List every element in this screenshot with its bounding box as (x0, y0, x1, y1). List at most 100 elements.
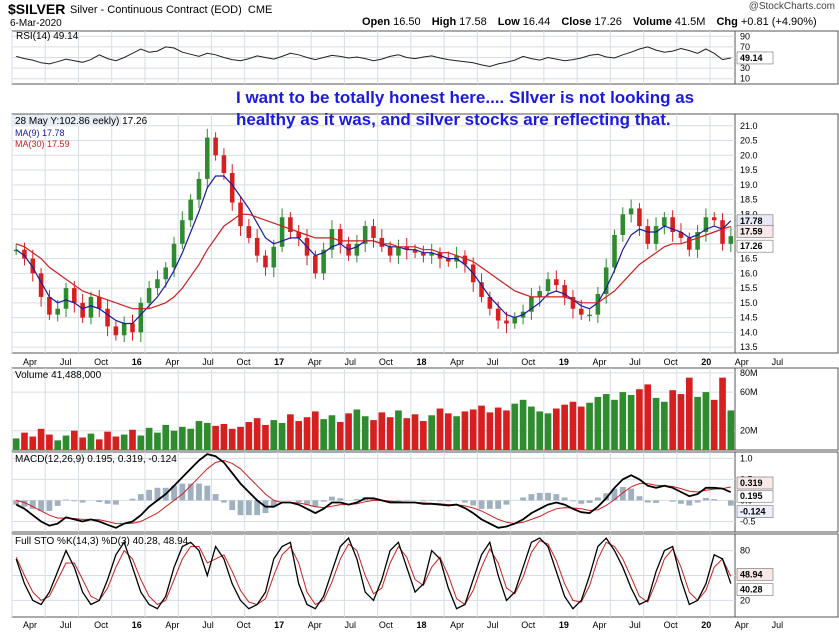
brand-watermark: @StockCharts.com (748, 1, 835, 12)
sto-x-tick: Apr (592, 620, 606, 630)
volume-bar (203, 422, 211, 450)
macd-histogram-bar (79, 500, 86, 503)
price-candle (63, 288, 69, 309)
price-candle (545, 279, 551, 292)
volume-bar (237, 426, 244, 450)
price-candle (171, 243, 177, 268)
volume-bar (179, 426, 186, 450)
macd-histogram-bar (353, 499, 360, 501)
volume-legend: Volume 41,488,000 (15, 370, 102, 381)
macd-histogram-bar (29, 500, 36, 509)
price-candle (720, 220, 725, 244)
volume-bar (644, 384, 652, 450)
sto-x-tick: Apr (735, 620, 749, 630)
price-y-tick: 19.0 (740, 180, 758, 190)
macd-histogram-bar (187, 483, 194, 501)
price-candle (213, 137, 218, 156)
price-candle (321, 249, 326, 274)
rsi-last-value: 49.14 (740, 53, 763, 63)
volume-bar (503, 410, 510, 450)
sto-x-tick: Oct (664, 620, 679, 630)
volume-bar (619, 392, 627, 450)
low-label: Low (497, 16, 520, 28)
description-text: Silver - Continuous Contract (EOD) (70, 4, 242, 16)
macd-histogram-bar (204, 485, 211, 501)
macd-histogram-bar (337, 498, 344, 501)
macd-histogram-bar (254, 500, 261, 516)
macd-histogram-bar (104, 500, 111, 504)
volume-bar (46, 434, 53, 450)
price-candle (254, 237, 260, 256)
volume-bar (195, 421, 203, 450)
price-x-tick: 20 (701, 357, 711, 367)
macd-histogram-bar (221, 500, 227, 503)
macd-histogram-bar (196, 483, 202, 501)
price-candle (38, 273, 44, 297)
price-candle (711, 217, 717, 221)
volume-bar (228, 428, 236, 450)
price-candle (570, 296, 576, 309)
price-candle (703, 217, 709, 233)
price-y-tick: 16.5 (740, 254, 758, 264)
price-candle (155, 279, 160, 289)
price-candle (88, 296, 94, 318)
volume-bar (685, 377, 693, 450)
macd-histogram-bar (495, 500, 502, 509)
volume-bar (12, 438, 20, 450)
price-y-tick: 14.0 (740, 327, 758, 337)
price-candle (670, 217, 675, 233)
volume-bar (436, 408, 444, 450)
sto-k-label: 40.28 (740, 585, 763, 595)
price-candle (554, 279, 559, 286)
volume-bar (170, 430, 178, 450)
sto-x-tick: Jul (487, 620, 499, 630)
macd-histogram-bar (154, 487, 161, 501)
price-x-tick: 16 (132, 357, 142, 367)
macd-histogram-bar (619, 486, 626, 501)
macd-histogram-bar (304, 500, 310, 505)
volume-bar (627, 395, 635, 450)
macd-histogram-bar (711, 499, 718, 501)
price-candle (337, 229, 343, 244)
price-legend-bg (13, 115, 121, 126)
sto-x-tick: 19 (559, 620, 569, 630)
volume-bar (345, 413, 352, 450)
price-candle (329, 229, 335, 250)
price-candle (612, 234, 617, 268)
price-y-tick: 15.5 (740, 283, 758, 293)
volume-bar (370, 420, 377, 450)
price-candle (188, 199, 193, 221)
price-candle (662, 217, 667, 227)
sto-x-tick: 20 (701, 620, 711, 630)
rsi-y-tick: 10 (740, 74, 750, 84)
price-x-tick: Jul (60, 357, 72, 367)
sto-x-tick: Jul (202, 620, 214, 630)
volume-bar (444, 413, 452, 450)
sto-y-tick: 80 (740, 546, 750, 556)
volume-bar (245, 422, 253, 450)
sto-legend: Full STO %K(14,3) %D(3) 40.28, 48.94 (15, 536, 189, 547)
macd-histogram-bar (536, 492, 543, 501)
macd-histogram-bar (38, 500, 44, 511)
macd-hist-label: -0.124 (740, 507, 766, 517)
macd-histogram-bar (46, 500, 53, 511)
price-x-tick: Oct (664, 357, 679, 367)
macd-histogram-bar (594, 497, 601, 501)
rsi-line (16, 46, 731, 68)
sto-x-tick: Jul (772, 620, 784, 630)
volume-bar (661, 401, 668, 450)
price-x-tick: 17 (274, 357, 284, 367)
macd-histogram-bar (312, 500, 319, 507)
volume-y-tick: 60M (740, 387, 758, 397)
volume-bar (652, 397, 660, 450)
macd-histogram-bar (553, 494, 560, 501)
price-candle (529, 296, 534, 312)
rsi-legend: RSI(14) 49.14 (16, 31, 79, 42)
volume-bar (270, 420, 278, 450)
volume-bar (494, 407, 502, 450)
macd-value-label: 0.195 (740, 491, 763, 501)
price-candle (354, 243, 360, 256)
price-candle (537, 291, 542, 297)
price-x-tick: Oct (237, 357, 252, 367)
price-x-tick: Oct (521, 357, 536, 367)
